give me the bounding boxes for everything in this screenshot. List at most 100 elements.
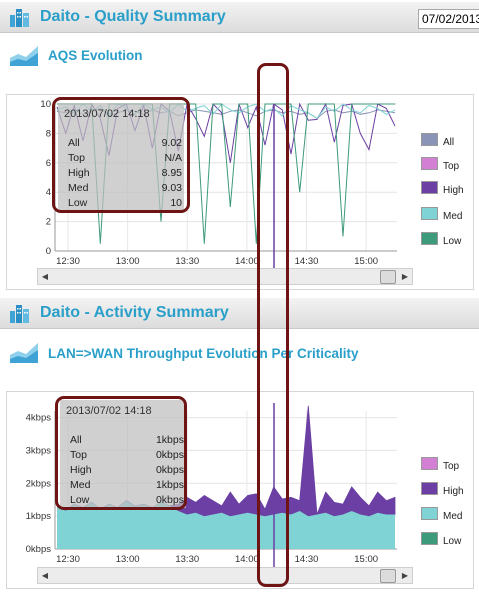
legend-label-top: Top [443,461,460,472]
aqs-tooltip-time: 2013/07/02 14:18 [64,108,150,120]
scroll-thumb[interactable] [380,270,396,284]
throughput-tooltip-time: 2013/07/02 14:18 [66,405,152,417]
legend-label-high: High [443,486,464,497]
legend-label-top: Top [443,161,460,172]
quality-summary-title: Daito - Quality Summary [40,8,226,25]
tooltip-value: 1kbps [155,479,184,491]
activity-summary-title: Daito - Activity Summary [40,304,229,321]
tooltip-value: 0kbps [155,494,184,506]
y-tick-label: 4 [46,187,51,198]
throughput-tooltip-row: Med 1kbps [70,479,184,492]
throughput-chart-panel: 0kbps 1kbps 2kbps 3kbps 4kbps 12:30 13:00 13:30… [6,391,474,589]
tooltip-value: 0kbps [155,464,184,476]
legend-swatch-all [421,133,438,146]
aqs-chart-panel: 0 2 4 6 8 10 12:30 13:00 13:30 14:00 14:30 15:00 Al… [6,94,474,290]
y-tick-label: 2kbps [26,478,52,489]
legend-swatch-high [421,482,438,495]
scroll-right-icon[interactable]: ▶ [401,571,409,580]
area-chart-icon [10,343,38,363]
date-input[interactable]: 07/02/2013 [418,9,479,29]
aqs-tooltip-row: All 9.02 [68,137,182,150]
legend-label-high: High [443,185,464,196]
x-tick-label: 13:30 [175,554,199,565]
tooltip-key: All [70,434,82,446]
x-tick-label: 13:00 [116,554,140,565]
legend-swatch-top [421,457,438,470]
throughput-chart: 0kbps 1kbps 2kbps 3kbps 4kbps 12:30 13:00 13:30… [26,403,397,567]
y-tick-label: 4kbps [26,413,52,424]
series-area-med [57,500,395,549]
y-tick-label: 8 [46,128,51,139]
y-tick-label: 0 [46,246,51,257]
legend-label-med: Med [443,211,463,222]
throughput-tooltip-highlight [55,396,187,510]
activity-summary-header: Daito - Activity Summary [0,298,479,329]
building-chart-icon [10,305,29,323]
legend-swatch-high [421,181,438,194]
throughput-tooltip-row: All 1kbps [70,434,184,447]
tooltip-key: Top [68,152,85,164]
x-tick-label: 14:00 [235,554,259,565]
x-tick-label: 13:30 [175,256,199,267]
legend-label-low: Low [443,536,462,547]
aqs-tooltip-highlight [52,97,190,213]
x-tick-label: 12:30 [56,256,80,267]
x-tick-label: 14:30 [295,554,319,565]
throughput-evolution-title: LAN=>WAN Throughput Evolution Per Critic… [48,346,359,361]
aqs-tooltip-row: Low 10 [68,197,182,210]
y-tick-label: 6 [46,158,51,169]
scroll-left-icon[interactable]: ◀ [41,571,49,580]
legend-swatch-low [421,232,438,245]
aqs-tooltip: 2013/07/02 14:18 All 9.02 Top N/A High 8.95… [58,103,184,211]
tooltip-key: All [68,137,80,149]
throughput-tooltip-row: Low 0kbps [70,494,184,507]
tooltip-value: 9.02 [161,137,182,149]
scroll-right-icon[interactable]: ▶ [401,272,409,281]
aqs-evolution-title: AQS Evolution [48,48,143,63]
legend-swatch-top [421,157,438,170]
scroll-left-icon[interactable]: ◀ [41,272,49,281]
x-tick-label: 15:00 [354,554,378,565]
y-tick-label: 10 [40,99,51,110]
area-chart-icon [10,46,38,66]
tooltip-key: Med [68,182,89,194]
legend-label-all: All [443,137,455,148]
building-chart-icon [10,9,29,27]
throughput-tooltip-row: Top 0kbps [70,449,184,462]
tooltip-key: High [68,167,90,179]
x-tick-label: 13:00 [116,256,140,267]
throughput-scrollbar[interactable]: ◀ ▶ [37,567,413,584]
tooltip-value: N/A [164,152,182,164]
tooltip-key: Top [70,449,87,461]
y-tick-label: 1kbps [26,511,52,522]
aqs-tooltip-row: High 8.95 [68,167,182,180]
scroll-thumb[interactable] [380,569,396,583]
aqs-tooltip-row: Top N/A [68,152,182,165]
aqs-tooltip-row: Med 9.03 [68,182,182,195]
legend-swatch-low [421,532,438,545]
throughput-tooltip-row: High 0kbps [70,464,184,477]
y-tick-label: 0kbps [26,544,52,555]
legend-swatch-med [421,507,438,520]
tooltip-value: 8.95 [161,167,182,179]
tooltip-key: Med [70,479,91,491]
x-tick-label: 15:00 [354,256,378,267]
x-tick-label: 14:00 [235,256,259,267]
tooltip-key: High [70,464,92,476]
legend-swatch-med [421,207,438,220]
y-tick-label: 2 [46,217,51,228]
aqs-scrollbar[interactable]: ◀ ▶ [37,268,413,285]
tooltip-value: 0kbps [155,449,184,461]
legend-label-med: Med [443,511,463,522]
timestamp-highlight [257,63,289,587]
tooltip-key: Low [70,494,90,506]
x-tick-label: 12:30 [56,554,80,565]
tooltip-value: 1kbps [155,434,184,446]
tooltip-value: 10 [170,197,182,209]
quality-summary-header: Daito - Quality Summary 07/02/2013 [0,2,479,33]
legend-label-low: Low [443,236,462,247]
throughput-tooltip: 2013/07/02 14:18 All 1kbps Top 0kbps High 0… [60,400,186,508]
tooltip-key: Low [68,197,88,209]
x-tick-label: 14:30 [295,256,319,267]
y-tick-label: 3kbps [26,445,52,456]
